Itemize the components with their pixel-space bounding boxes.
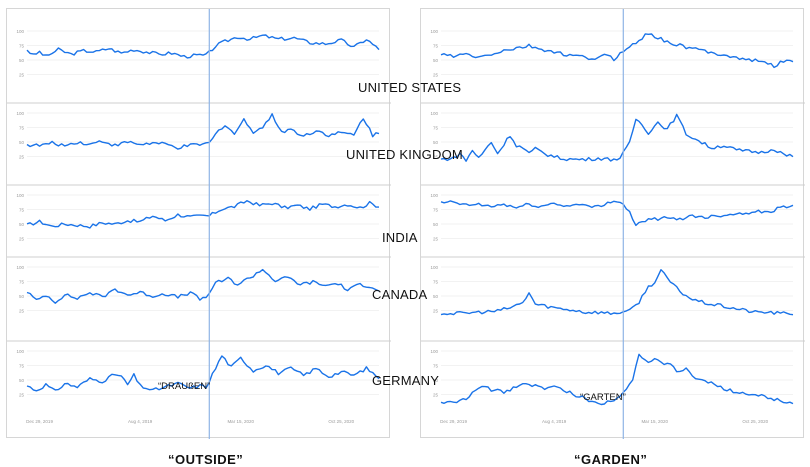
y-tick-label: 50	[433, 378, 439, 383]
y-tick-label: 25	[19, 393, 25, 398]
country-label-india: INDIA	[382, 230, 418, 245]
caption-outside: “OUTSIDE”	[168, 452, 244, 467]
x-tick-label: Dec 29, 2019	[440, 419, 467, 424]
y-tick-label: 75	[19, 126, 25, 131]
x-tick-label: Mar 15, 2020	[227, 419, 254, 424]
y-tick-label: 100	[16, 349, 24, 354]
y-tick-label: 75	[19, 364, 25, 369]
y-tick-label: 25	[19, 309, 25, 314]
y-tick-label: 75	[433, 280, 439, 285]
country-label-canada: CANADA	[372, 287, 428, 302]
series-line-germany	[440, 353, 794, 406]
y-tick-label: 50	[19, 378, 25, 383]
y-tick-label: 25	[433, 309, 439, 314]
y-tick-label: 50	[433, 294, 439, 299]
annotation-draussen: “DRAUßEN”	[158, 381, 211, 392]
y-tick-label: 100	[16, 265, 24, 270]
y-tick-label: 25	[433, 155, 439, 160]
x-tick-label: Aug 4, 2019	[128, 419, 153, 424]
y-tick-label: 100	[16, 193, 24, 198]
y-tick-label: 100	[430, 29, 438, 34]
series-line-india	[440, 200, 794, 227]
garden-panel: 100 75 50 25 100 75 50 25 100 75 50 25 100 75 50 25 100 7…	[420, 8, 805, 439]
x-tick-label: Aug 4, 2019	[542, 419, 567, 424]
series-line-india	[26, 200, 379, 229]
y-tick-label: 75	[19, 208, 25, 213]
y-tick-label: 75	[433, 364, 439, 369]
y-tick-label: 100	[16, 111, 24, 116]
x-tick-label: Oct 25, 2020	[742, 419, 768, 424]
y-tick-label: 100	[430, 349, 438, 354]
y-tick-label: 25	[433, 237, 439, 242]
series-line-united-states	[440, 33, 794, 69]
y-tick-label: 100	[430, 111, 438, 116]
y-tick-label: 50	[19, 58, 25, 63]
y-tick-label: 75	[433, 126, 439, 131]
y-tick-label: 75	[19, 44, 25, 49]
series-line-germany	[26, 355, 380, 392]
y-tick-label: 75	[433, 208, 439, 213]
y-tick-label: 75	[433, 44, 439, 49]
caption-garden: “GARDEN”	[574, 452, 648, 467]
series-line-united-kingdom	[440, 113, 794, 162]
y-tick-label: 50	[19, 140, 25, 145]
y-tick-label: 100	[430, 265, 438, 270]
x-tick-label: Oct 25, 2020	[328, 419, 354, 424]
y-tick-label: 25	[433, 73, 439, 78]
x-tick-label: Mar 15, 2020	[641, 419, 668, 424]
y-tick-label: 100	[430, 193, 438, 198]
series-line-canada	[26, 268, 380, 304]
series-line-united-states	[26, 34, 380, 59]
y-tick-label: 25	[19, 155, 25, 160]
y-tick-label: 25	[19, 73, 25, 78]
outside-panel: 100 75 50 25 100 75 50 25 100 75 50 25 100 75 50 25 100 7…	[6, 8, 391, 439]
annotation-garten: “GARTEN”	[580, 392, 626, 403]
y-tick-label: 50	[433, 58, 439, 63]
y-tick-label: 50	[433, 222, 439, 227]
y-tick-label: 25	[433, 393, 439, 398]
y-tick-label: 50	[19, 222, 25, 227]
y-tick-label: 25	[19, 237, 25, 242]
garden-charts: 100 75 50 25 100 75 50 25 100 75 50 25 100 75 50 25 100 7…	[421, 9, 805, 439]
series-line-canada	[440, 269, 794, 316]
outside-charts: 100 75 50 25 100 75 50 25 100 75 50 25 100 75 50 25 100 7…	[7, 9, 391, 439]
country-label-united-kingdom: UNITED KINGDOM	[346, 147, 463, 162]
series-line-united-kingdom	[26, 113, 380, 150]
y-tick-label: 50	[433, 140, 439, 145]
x-tick-label: Dec 29, 2019	[26, 419, 53, 424]
y-tick-label: 100	[16, 29, 24, 34]
y-tick-label: 50	[19, 294, 25, 299]
country-label-germany: GERMANY	[372, 373, 440, 388]
country-label-united-states: UNITED STATES	[358, 80, 462, 95]
y-tick-label: 75	[19, 280, 25, 285]
